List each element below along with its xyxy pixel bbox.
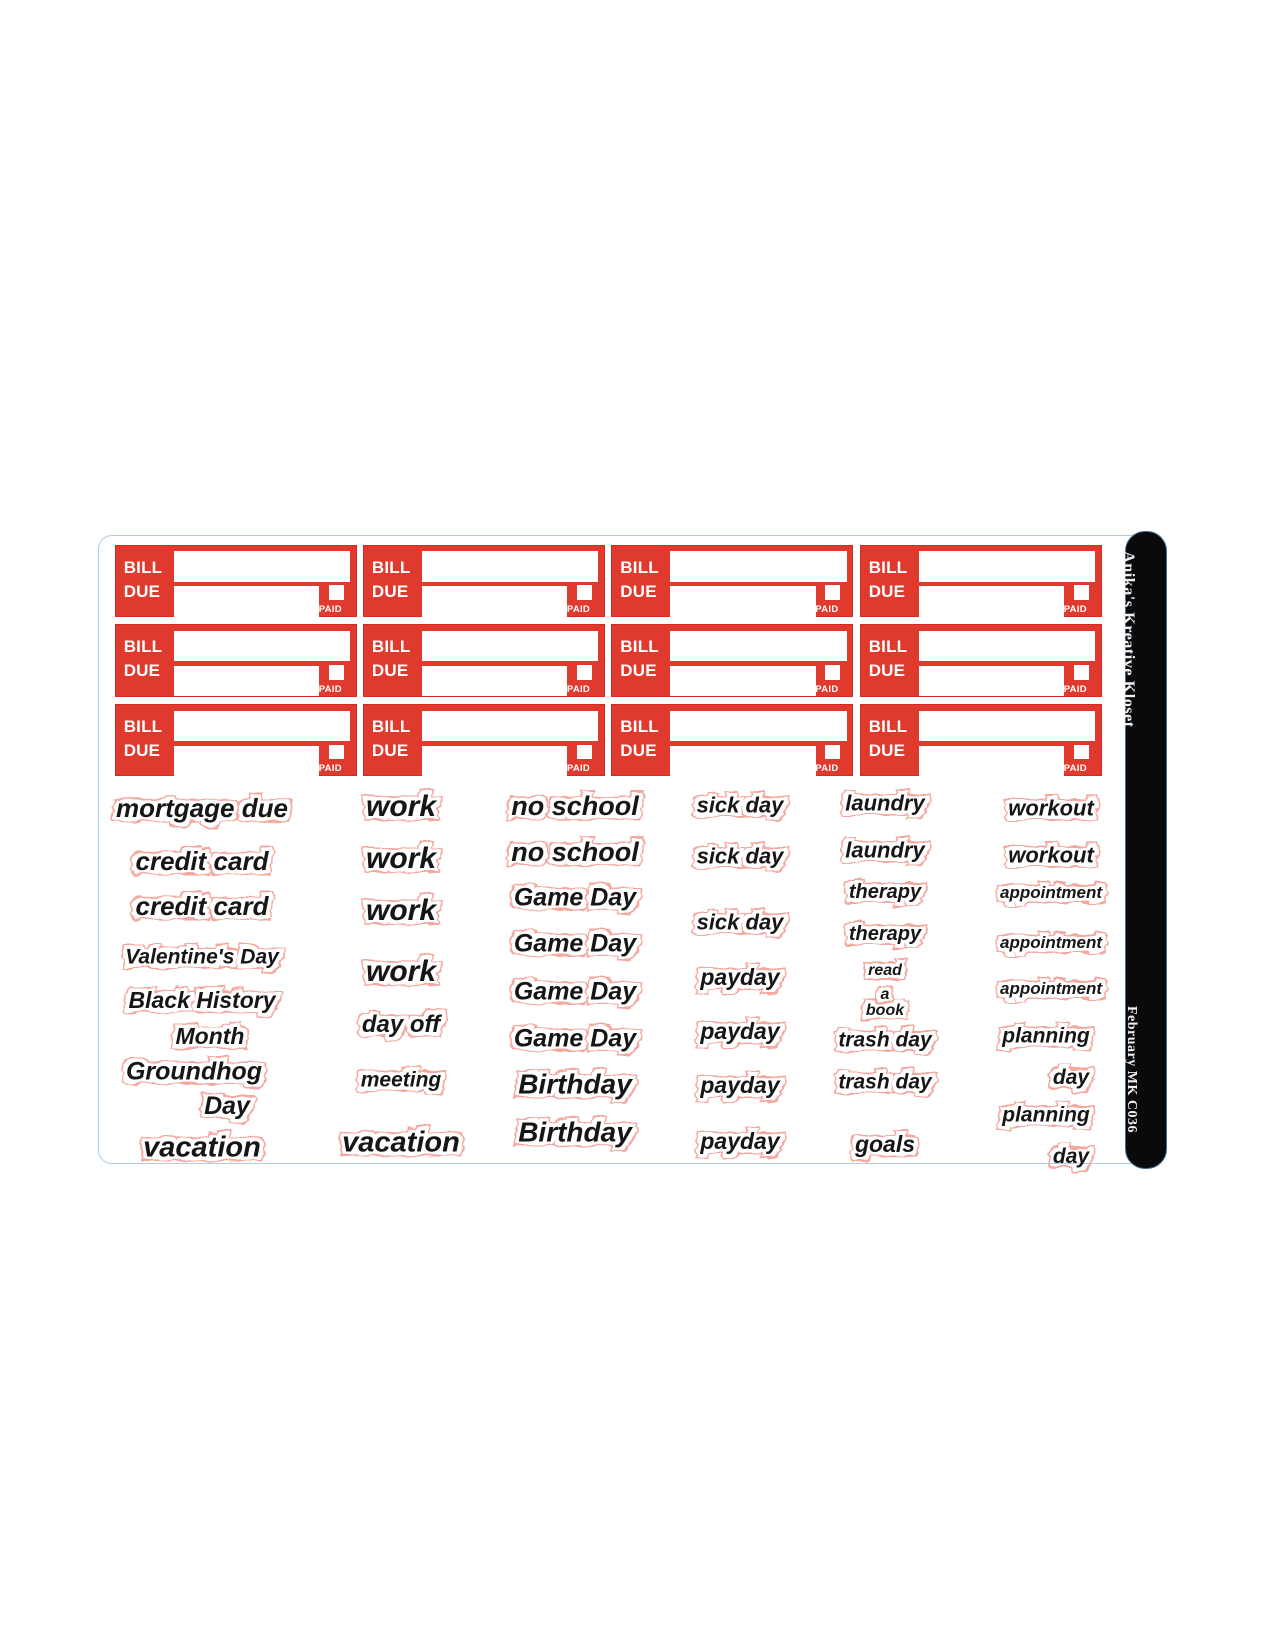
svg-text:read: read: [868, 962, 903, 979]
svg-text:trash day: trash day: [838, 1029, 933, 1052]
svg-text:day off: day off: [362, 1011, 442, 1038]
svg-text:workout: workout: [1008, 843, 1095, 868]
svg-text:mortgage due: mortgage due: [116, 793, 288, 823]
svg-text:Valentine's Day: Valentine's Day: [125, 946, 280, 969]
svg-text:day: day: [1053, 1145, 1091, 1168]
svg-text:Groundhog: Groundhog: [126, 1058, 262, 1086]
svg-text:goals: goals: [854, 1131, 915, 1157]
svg-text:credit card: credit card: [136, 891, 270, 921]
svg-text:appointment: appointment: [1000, 933, 1103, 952]
svg-text:work: work: [366, 894, 437, 927]
svg-text:work: work: [366, 955, 437, 988]
svg-text:meeting: meeting: [361, 1069, 442, 1092]
svg-text:laundry: laundry: [845, 790, 926, 815]
svg-text:Month: Month: [176, 1023, 245, 1049]
svg-text:work: work: [366, 790, 437, 823]
svg-text:vacation: vacation: [143, 1132, 261, 1164]
svg-text:work: work: [366, 842, 437, 875]
svg-text:appointment: appointment: [1000, 883, 1103, 902]
svg-text:workout: workout: [1008, 795, 1095, 820]
svg-text:a: a: [881, 986, 890, 1003]
svg-text:planning: planning: [1001, 1104, 1090, 1127]
svg-text:therapy: therapy: [849, 881, 922, 903]
svg-text:appointment: appointment: [1000, 979, 1103, 998]
svg-text:vacation: vacation: [342, 1126, 460, 1158]
svg-text:laundry: laundry: [845, 837, 926, 862]
svg-text:Black History: Black History: [128, 987, 276, 1013]
svg-text:Day: Day: [204, 1093, 251, 1121]
svg-text:day: day: [1053, 1066, 1091, 1089]
svg-text:trash day: trash day: [838, 1071, 933, 1094]
svg-text:therapy: therapy: [849, 923, 922, 945]
svg-text:planning: planning: [1001, 1024, 1090, 1047]
svg-text:credit card: credit card: [136, 846, 270, 876]
